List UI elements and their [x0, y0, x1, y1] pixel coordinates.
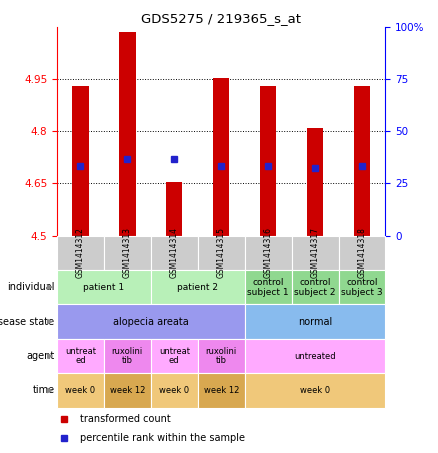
FancyBboxPatch shape [198, 236, 245, 270]
FancyBboxPatch shape [57, 270, 151, 304]
FancyBboxPatch shape [198, 339, 245, 373]
Text: disease state: disease state [0, 317, 55, 327]
Text: untreat
ed: untreat ed [65, 347, 96, 366]
FancyBboxPatch shape [292, 270, 339, 304]
FancyBboxPatch shape [245, 304, 385, 339]
Text: individual: individual [7, 282, 55, 292]
Text: GSM1414314: GSM1414314 [170, 227, 179, 278]
Text: control
subject 2: control subject 2 [294, 278, 336, 297]
Bar [213, 77, 230, 236]
Bar [72, 86, 88, 236]
Text: GSM1414313: GSM1414313 [123, 227, 132, 278]
Bar [354, 86, 370, 236]
Text: week 12: week 12 [204, 386, 239, 395]
FancyBboxPatch shape [104, 236, 151, 270]
FancyBboxPatch shape [151, 373, 198, 408]
Text: week 12: week 12 [110, 386, 145, 395]
Text: week 0: week 0 [300, 386, 330, 395]
Text: normal: normal [298, 317, 332, 327]
Bar [166, 182, 183, 236]
Text: week 0: week 0 [65, 386, 95, 395]
FancyBboxPatch shape [57, 236, 104, 270]
FancyBboxPatch shape [151, 236, 198, 270]
Text: GSM1414316: GSM1414316 [264, 227, 272, 278]
Text: GSM1414318: GSM1414318 [357, 227, 367, 278]
Text: untreated: untreated [294, 352, 336, 361]
Bar [307, 128, 323, 236]
FancyBboxPatch shape [245, 236, 292, 270]
Text: transformed count: transformed count [80, 414, 171, 424]
FancyBboxPatch shape [245, 339, 385, 373]
FancyBboxPatch shape [245, 373, 385, 408]
Text: control
subject 3: control subject 3 [341, 278, 383, 297]
Bar [119, 32, 135, 236]
Text: GSM1414315: GSM1414315 [217, 227, 226, 278]
FancyBboxPatch shape [339, 270, 385, 304]
Text: ruxolini
tib: ruxolini tib [205, 347, 237, 366]
FancyBboxPatch shape [151, 270, 245, 304]
Text: patient 1: patient 1 [83, 283, 124, 292]
FancyBboxPatch shape [57, 373, 104, 408]
Text: week 0: week 0 [159, 386, 189, 395]
Title: GDS5275 / 219365_s_at: GDS5275 / 219365_s_at [141, 12, 301, 24]
Text: ruxolini
tib: ruxolini tib [112, 347, 143, 366]
FancyBboxPatch shape [292, 236, 339, 270]
Text: agent: agent [26, 351, 55, 361]
FancyBboxPatch shape [245, 270, 292, 304]
FancyBboxPatch shape [104, 339, 151, 373]
Text: time: time [32, 386, 55, 395]
FancyBboxPatch shape [198, 373, 245, 408]
Text: GSM1414312: GSM1414312 [76, 227, 85, 278]
FancyBboxPatch shape [339, 236, 385, 270]
FancyBboxPatch shape [57, 339, 104, 373]
Text: untreat
ed: untreat ed [159, 347, 190, 366]
FancyBboxPatch shape [104, 373, 151, 408]
Text: control
subject 1: control subject 1 [247, 278, 289, 297]
Text: alopecia areata: alopecia areata [113, 317, 189, 327]
Text: percentile rank within the sample: percentile rank within the sample [80, 433, 245, 443]
FancyBboxPatch shape [57, 304, 245, 339]
Bar [260, 86, 276, 236]
Text: patient 2: patient 2 [177, 283, 218, 292]
Text: GSM1414317: GSM1414317 [311, 227, 320, 278]
FancyBboxPatch shape [151, 339, 198, 373]
